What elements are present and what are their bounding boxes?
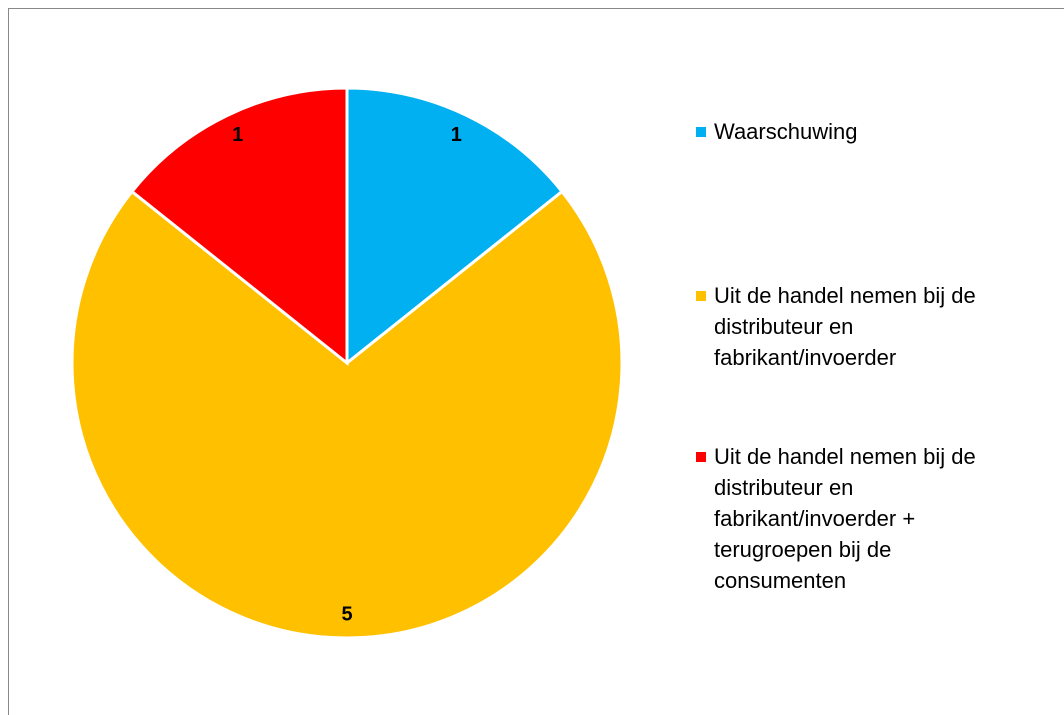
legend-label: Waarschuwing	[714, 119, 858, 144]
data-label: 1	[451, 124, 462, 146]
legend-entry: Uit de handel nemen bij de distributeur …	[696, 441, 1024, 596]
pie-slice	[70, 189, 624, 640]
pie-slice	[345, 86, 565, 367]
pie-slice	[129, 86, 349, 367]
legend-swatch	[696, 452, 706, 462]
legend-swatch	[696, 127, 706, 137]
legend-swatch	[696, 291, 706, 301]
legend-entry: Waarschuwing	[696, 116, 1024, 147]
legend-label: Uit de handel nemen bij de distributeur …	[714, 283, 976, 370]
legend-entry: Uit de handel nemen bij de distributeur …	[696, 280, 1024, 373]
data-label: 5	[341, 603, 352, 625]
frame	[8, 8, 1064, 715]
data-label: 1	[232, 124, 243, 146]
legend-label: Uit de handel nemen bij de distributeur …	[714, 444, 976, 593]
